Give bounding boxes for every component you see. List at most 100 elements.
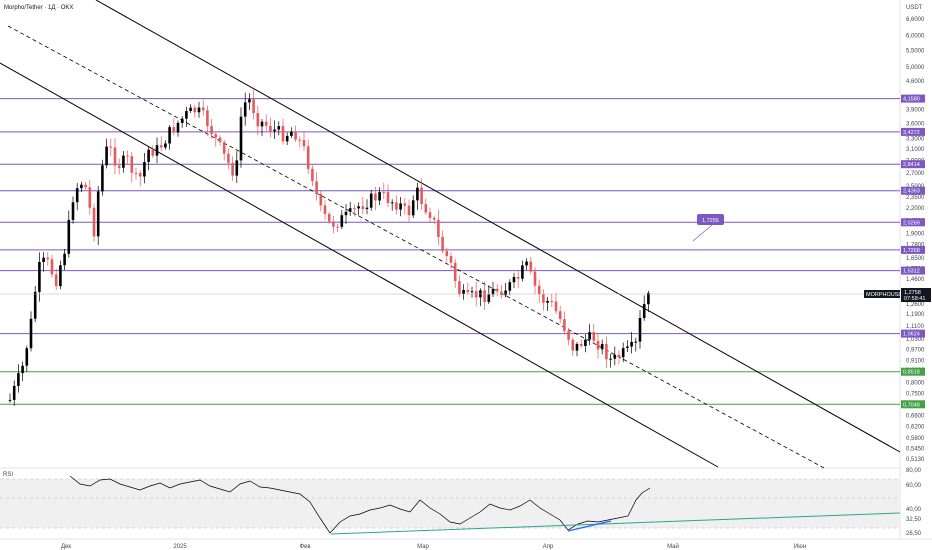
level-tag-label: 3,4272 bbox=[903, 130, 920, 136]
price-tick-label: 1,2600 bbox=[906, 302, 925, 308]
callout-box[interactable] bbox=[697, 214, 724, 225]
candle-body bbox=[441, 236, 444, 252]
candle-body bbox=[80, 184, 83, 189]
rsi-tick-labels: 80,00 60,00 40,00 32,50 26,50 bbox=[906, 468, 922, 537]
rsi-trend-blue[interactable] bbox=[567, 520, 612, 532]
price-tick-label: 5,0000 bbox=[906, 65, 925, 71]
price-tick-label: 4,6000 bbox=[906, 79, 925, 85]
price-tick-label: 1,6500 bbox=[906, 256, 925, 262]
candle-body bbox=[172, 127, 176, 133]
candle-body bbox=[109, 146, 113, 148]
price-tick-label: 2,2000 bbox=[906, 206, 925, 212]
rsi-tick-label: 32,50 bbox=[906, 517, 922, 523]
candle-body bbox=[558, 311, 562, 320]
price-tick-label: 6,0000 bbox=[906, 33, 925, 39]
candle-body bbox=[579, 344, 583, 346]
price-tick-label: 0,7500 bbox=[906, 392, 925, 398]
candle-body bbox=[273, 129, 276, 132]
channel-lower-line[interactable] bbox=[0, 62, 719, 468]
candle-body bbox=[378, 192, 381, 201]
rsi-tick-label: 26,50 bbox=[906, 531, 922, 537]
candle-body bbox=[567, 330, 570, 340]
level-tag bbox=[901, 218, 925, 227]
candle-body bbox=[218, 137, 222, 143]
candle-body bbox=[487, 294, 491, 302]
current-price-countdown: 07:58:41 bbox=[904, 296, 925, 302]
candle-body bbox=[256, 113, 260, 127]
candle-body bbox=[563, 319, 566, 331]
candle-body bbox=[25, 348, 29, 366]
candle-body bbox=[105, 146, 108, 166]
channel-upper-line[interactable] bbox=[95, 0, 901, 453]
candle-body bbox=[201, 107, 205, 111]
rsi-line bbox=[69, 475, 651, 534]
candle-body bbox=[361, 206, 365, 209]
candle-body bbox=[491, 288, 495, 295]
level-tag-label: 1,0624 bbox=[903, 332, 920, 338]
candle-body bbox=[571, 339, 575, 351]
callout-label: 1,7255 bbox=[702, 218, 719, 224]
candle-body bbox=[126, 155, 129, 157]
candle-body bbox=[71, 202, 75, 220]
candle-body bbox=[8, 399, 12, 401]
candle-body bbox=[210, 126, 213, 135]
candle-body bbox=[437, 219, 440, 237]
candle-body bbox=[17, 373, 20, 386]
level-tag bbox=[901, 367, 925, 376]
candle-body bbox=[605, 344, 608, 360]
candle-body bbox=[344, 211, 348, 216]
candle-body bbox=[63, 253, 66, 266]
candle-body bbox=[260, 121, 264, 127]
candle-body bbox=[407, 205, 411, 216]
candle-body bbox=[584, 339, 587, 346]
candle-body bbox=[235, 160, 239, 176]
candle-body bbox=[529, 261, 533, 272]
candle-body bbox=[222, 142, 226, 154]
level-tag-label: 2,0269 bbox=[903, 220, 920, 226]
rsi-trend-teal[interactable] bbox=[330, 512, 901, 535]
candle-body bbox=[466, 290, 470, 293]
candle-body bbox=[403, 203, 407, 206]
candle-body bbox=[533, 271, 537, 286]
candle-body bbox=[336, 226, 339, 228]
candle-body bbox=[537, 285, 541, 295]
candle-body bbox=[143, 162, 146, 177]
candle-body bbox=[420, 187, 423, 204]
candle-body bbox=[168, 127, 171, 144]
candle-body bbox=[29, 318, 33, 349]
candle-body bbox=[231, 162, 234, 176]
price-axis[interactable] bbox=[900, 0, 932, 550]
candle-body bbox=[42, 257, 45, 262]
candle-body bbox=[546, 300, 549, 303]
candle-body bbox=[239, 116, 243, 161]
rsi-tick-label: 60,00 bbox=[906, 483, 922, 489]
candle-body bbox=[525, 261, 528, 266]
candle-body bbox=[214, 134, 218, 138]
candle-body bbox=[180, 118, 184, 123]
candle-body bbox=[21, 365, 24, 374]
level-tag bbox=[901, 94, 925, 103]
price-tick-label: 0,9700 bbox=[906, 347, 925, 353]
channel-mid-dashed-line[interactable] bbox=[7, 25, 825, 469]
candle-body bbox=[50, 259, 54, 275]
price-tick-label: 0,6600 bbox=[906, 414, 925, 420]
candle-body bbox=[458, 281, 461, 294]
candle-body bbox=[46, 257, 50, 260]
candle-body bbox=[600, 344, 604, 350]
candle-body bbox=[416, 187, 419, 201]
level-tag-label: 0,8518 bbox=[903, 370, 920, 376]
price-pane[interactable] bbox=[0, 0, 900, 466]
price-tick-label: 3,3000 bbox=[906, 136, 925, 142]
candle-body bbox=[269, 125, 272, 132]
candle-body bbox=[470, 291, 474, 293]
rsi-pane[interactable]: RSI 80,00 60,00 40,00 32,50 26,50 bbox=[0, 468, 922, 537]
candle-body bbox=[315, 181, 318, 194]
price-tick-label: 1,4600 bbox=[906, 277, 925, 283]
candle-body bbox=[159, 145, 163, 148]
time-axis[interactable]: Дек 2025 Фев Мар Апр Май Июн bbox=[61, 543, 806, 550]
candle-body bbox=[84, 184, 87, 188]
candle-body bbox=[67, 219, 71, 254]
symbol-price-tag bbox=[864, 290, 900, 298]
candle-body bbox=[474, 291, 478, 298]
